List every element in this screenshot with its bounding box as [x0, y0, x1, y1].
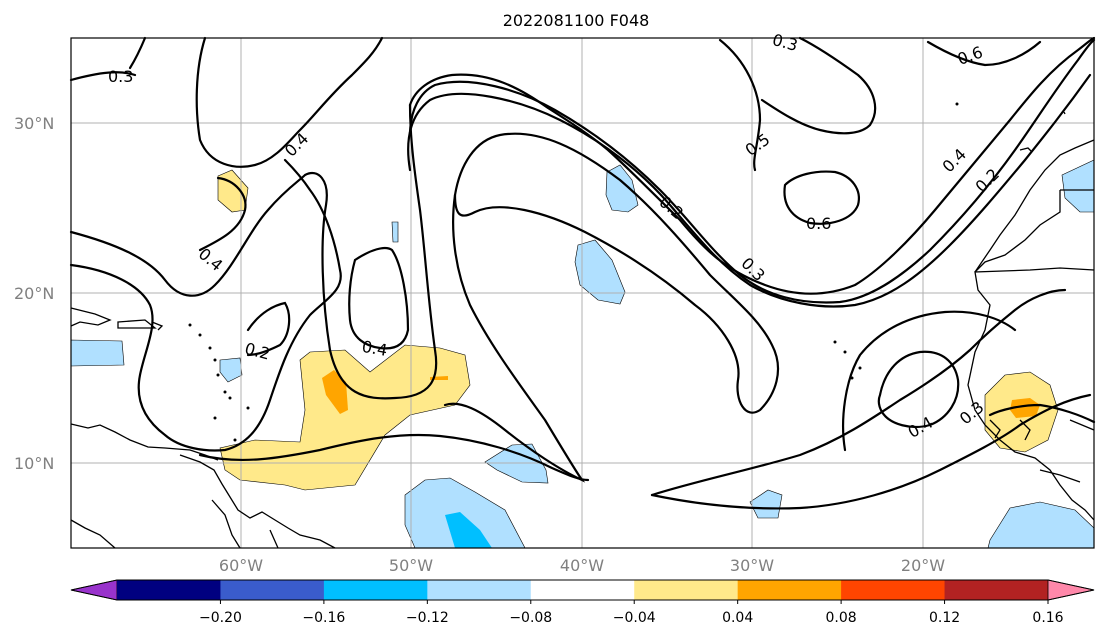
- contour-label: 0.3: [108, 67, 133, 86]
- lon-tick-label: 40°W: [560, 556, 604, 575]
- colorbar-segment: [634, 580, 739, 600]
- lon-tick-label: 30°W: [730, 556, 774, 575]
- islands: [188, 102, 959, 442]
- lon-tick-label: 60°W: [219, 556, 263, 575]
- colorbar-outline: [70, 579, 1095, 601]
- shading-orange: [322, 370, 1040, 418]
- shading-negative: [70, 159, 1095, 549]
- colorbar-extend-max: [1047, 579, 1095, 601]
- colorbar: −0.20 −0.16 −0.12 −0.08 −0.04 0.04 0.08 0.12 0.1…: [70, 579, 1095, 626]
- colorbar-tick-label: 0.12: [929, 610, 960, 626]
- colorbar-segment: [841, 580, 946, 600]
- contour-lines: [69, 36, 1096, 510]
- colorbar-tick-label: −0.08: [509, 610, 552, 626]
- colorbar-tick-label: 0.08: [826, 610, 857, 626]
- lat-tick-label: 10°N: [14, 454, 54, 473]
- colorbar-segment: [427, 580, 532, 600]
- colorbar-segment: [944, 580, 1049, 600]
- colorbar-segment: [323, 580, 428, 600]
- colorbar-tick-label: −0.16: [302, 610, 345, 626]
- lon-tick-labels: 60°W 50°W 40°W 30°W 20°W: [219, 556, 945, 575]
- colorbar-tick-label: 0.04: [722, 610, 753, 626]
- contour-label: 0.4: [360, 337, 388, 360]
- map-title: 2022081100 F048: [503, 11, 650, 30]
- gridlines: [71, 38, 1094, 548]
- lon-tick-label: 50°W: [389, 556, 433, 575]
- lat-tick-label: 30°N: [14, 114, 54, 133]
- colorbar-tick-label: −0.04: [613, 610, 656, 626]
- colorbar-tick-label: −0.12: [406, 610, 449, 626]
- lat-tick-labels: 30°N 20°N 10°N: [14, 114, 54, 473]
- colorbar-segment: [117, 580, 221, 600]
- colorbar-tick-label: −0.20: [199, 610, 242, 626]
- map-frame: [70, 37, 1095, 549]
- colorbar-segment: [737, 580, 842, 600]
- colorbar-segment: [530, 580, 635, 600]
- lon-tick-label: 20°W: [901, 556, 945, 575]
- contour-label: 0.6: [806, 214, 831, 233]
- colorbar-tick-label: 0.16: [1032, 610, 1063, 626]
- colorbar-segment: [220, 580, 325, 600]
- lat-tick-label: 20°N: [14, 284, 54, 303]
- colorbar-extend-min: [70, 579, 118, 601]
- coastlines: [70, 111, 1095, 549]
